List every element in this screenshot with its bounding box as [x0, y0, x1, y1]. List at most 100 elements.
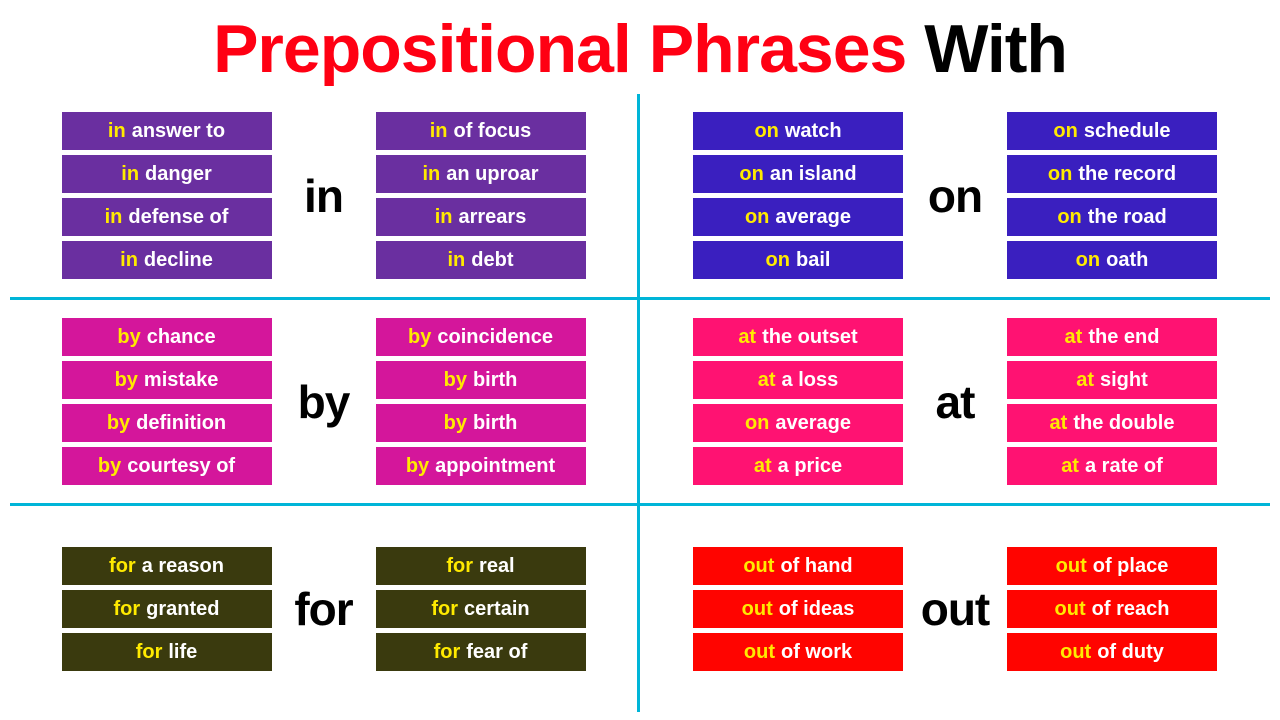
preposition-text: on — [766, 249, 790, 272]
phrase-rest: bail — [796, 249, 830, 272]
phrase-rest: a reason — [142, 555, 224, 578]
phrase-box: at a loss — [693, 361, 903, 399]
phrase-box: bychance — [62, 318, 272, 356]
phrase-box: outof reach — [1007, 590, 1217, 628]
phrase-column-right: bycoincidencebybirthbybirthbyappointment — [376, 318, 586, 485]
phrase-box: on the record — [1007, 155, 1217, 193]
preposition-text: by — [107, 412, 130, 435]
preposition-text: by — [444, 369, 467, 392]
phrase-box: atthe double — [1007, 404, 1217, 442]
phrase-box: on average — [693, 404, 903, 442]
phrase-box: out of hand — [693, 547, 903, 585]
phrase-rest: decline — [144, 249, 213, 272]
preposition-text: out — [743, 555, 774, 578]
phrase-rest: watch — [785, 120, 842, 143]
phrase-box: onan island — [693, 155, 903, 193]
preposition-text: in — [422, 163, 440, 186]
phrase-box: inof focus — [376, 112, 586, 150]
preposition-text: for — [109, 555, 136, 578]
phrase-rest: debt — [471, 249, 513, 272]
phrase-rest: an uproar — [446, 163, 538, 186]
section-label: by — [280, 375, 368, 429]
phrase-rest: the record — [1078, 163, 1176, 186]
phrase-rest: life — [168, 641, 197, 664]
preposition-text: on — [754, 120, 778, 143]
phrase-rest: the road — [1088, 206, 1167, 229]
title-red: Prepositional Phrases — [213, 11, 906, 87]
phrase-box: on average — [693, 198, 903, 236]
phrase-box: outof ideas — [693, 590, 903, 628]
preposition-text: on — [1048, 163, 1072, 186]
phrase-box: on the road — [1007, 198, 1217, 236]
phrase-rest: of focus — [454, 120, 532, 143]
phrase-rest: average — [775, 206, 851, 229]
section-label: out — [911, 582, 999, 636]
phrase-box: bybirth — [376, 361, 586, 399]
phrase-box: indefense of — [62, 198, 272, 236]
phrase-column-right: out of place outof reach out of duty — [1007, 547, 1217, 671]
section-label: in — [280, 169, 368, 223]
preposition-text: for — [136, 641, 163, 664]
preposition-text: at — [738, 326, 756, 349]
phrase-rest: oath — [1106, 249, 1148, 272]
preposition-text: on — [1057, 206, 1081, 229]
phrase-rest: of hand — [780, 555, 852, 578]
phrase-box: indanger — [62, 155, 272, 193]
preposition-text: in — [120, 249, 138, 272]
phrase-rest: a price — [778, 455, 842, 478]
preposition-text: for — [446, 555, 473, 578]
preposition-text: at — [1065, 326, 1083, 349]
preposition-text: at — [754, 455, 772, 478]
section-out: outof handoutof ideasoutof workoutoutof … — [640, 506, 1270, 712]
phrase-rest: definition — [136, 412, 226, 435]
phrase-rest: a rate of — [1085, 455, 1163, 478]
preposition-text: on — [745, 412, 769, 435]
preposition-text: by — [98, 455, 121, 478]
phrase-rest: answer to — [132, 120, 225, 143]
section-label: for — [280, 582, 368, 636]
phrase-box: by mistake — [62, 361, 272, 399]
preposition-text: by — [115, 369, 138, 392]
phrase-rest: chance — [147, 326, 216, 349]
preposition-text: at — [1050, 412, 1068, 435]
title-black: With — [924, 11, 1067, 87]
phrase-rest: a loss — [782, 369, 839, 392]
preposition-text: on — [739, 163, 763, 186]
phrase-box: indebt — [376, 241, 586, 279]
preposition-text: on — [745, 206, 769, 229]
phrase-rest: certain — [464, 598, 530, 621]
phrase-box: for a reason — [62, 547, 272, 585]
phrase-rest: arrears — [458, 206, 526, 229]
preposition-text: for — [113, 598, 140, 621]
phrase-box: by courtesy of — [62, 447, 272, 485]
preposition-text: for — [434, 641, 461, 664]
phrase-rest: the end — [1088, 326, 1159, 349]
phrase-column-right: forrealforcertainforfear of — [376, 547, 586, 671]
phrase-rest: of work — [781, 641, 852, 664]
phrase-rest: the outset — [762, 326, 858, 349]
phrase-box: in answer to — [62, 112, 272, 150]
phrase-rest: average — [775, 412, 851, 435]
preposition-text: by — [406, 455, 429, 478]
phrase-box: onwatch — [693, 112, 903, 150]
phrase-rest: of duty — [1097, 641, 1164, 664]
phrase-box: outof work — [693, 633, 903, 671]
phrase-rest: courtesy of — [127, 455, 235, 478]
phrase-rest: appointment — [435, 455, 555, 478]
phrase-box: inarrears — [376, 198, 586, 236]
preposition-text: on — [1053, 120, 1077, 143]
phrase-box: by definition — [62, 404, 272, 442]
phrase-box: onoath — [1007, 241, 1217, 279]
phrase-column-left: bychance by mistake by definition by courtesy … — [62, 318, 272, 485]
phrase-box: out of place — [1007, 547, 1217, 585]
preposition-text: in — [105, 206, 123, 229]
phrase-box: forfear of — [376, 633, 586, 671]
phrase-rest: of place — [1093, 555, 1169, 578]
phrase-rest: real — [479, 555, 515, 578]
preposition-text: in — [108, 120, 126, 143]
phrase-rest: birth — [473, 369, 517, 392]
phrase-box: onbail — [693, 241, 903, 279]
phrase-rest: mistake — [144, 369, 219, 392]
preposition-text: out — [1056, 555, 1087, 578]
preposition-text: at — [758, 369, 776, 392]
